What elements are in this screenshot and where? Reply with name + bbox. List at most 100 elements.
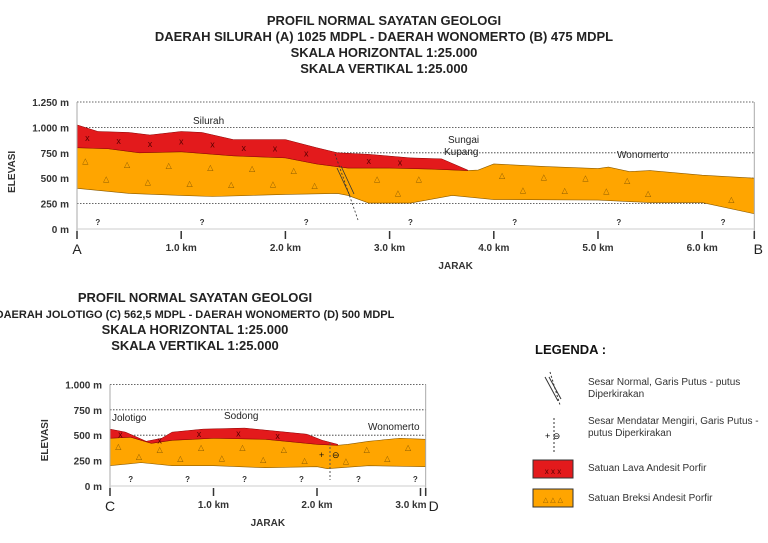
y-tick-label: 500 m [41, 174, 69, 185]
section-title-line: SKALA VERTIKAL 1:25.000 [111, 338, 279, 353]
lava-x-symbol: x [157, 435, 162, 445]
section-title-line: SKALA HORIZONTAL 1:25.000 [291, 45, 478, 60]
unknown-marker: ? [128, 475, 133, 484]
y-tick-label: 1.250 m [32, 98, 69, 109]
breccia-triangle-symbol: △ [207, 163, 214, 172]
y-tick-label: 0 m [52, 225, 69, 236]
breccia-triangle-symbol: △ [249, 164, 256, 173]
section-title-line: DAERAH SILURAH (A) 1025 MDPL - DAERAH WO… [155, 29, 613, 44]
lava-x-symbol: x [275, 431, 280, 441]
breccia-swatch [532, 488, 574, 508]
x-tick-label: 1.0 km [198, 500, 229, 511]
lava-x-symbol: x [179, 137, 184, 147]
lava-x-symbol: x [85, 133, 90, 143]
breccia-triangle-symbol: △ [728, 195, 735, 204]
breccia-triangle-symbol: △ [520, 185, 527, 194]
section-title-line: DAERAH JOLOTIGO (C) 562,5 MDPL - DAERAH … [0, 309, 395, 321]
breccia-triangle-symbol: △ [198, 443, 205, 452]
breccia-triangle-symbol: △ [603, 187, 610, 196]
legend-item-label: Diperkirakan [588, 389, 644, 400]
x-tick-label: 5.0 km [582, 243, 613, 254]
x-tick-label: 3.0 km [395, 500, 426, 511]
breccia-triangle-symbol: △ [136, 452, 143, 461]
legend-item-label: Sesar Mendatar Mengiri, Garis Putus - [588, 416, 759, 427]
breccia-triangle-symbol: △ [228, 180, 235, 189]
y-tick-label: 250 m [41, 200, 69, 211]
x-tick-label: 2.0 km [270, 243, 301, 254]
minus-symbol: ⊖ [332, 450, 340, 460]
breccia-triangle-symbol: △ [562, 186, 569, 195]
x-tick-label: 4.0 km [478, 243, 509, 254]
breccia-triangle-symbol: △ [374, 175, 381, 184]
unknown-marker: ? [512, 218, 517, 227]
plus-symbol: + [319, 450, 324, 460]
y-tick-label: 750 m [41, 149, 69, 160]
lava-swatch [532, 459, 574, 479]
breccia-triangle-symbol: △ [582, 174, 589, 183]
legend-item-label: Satuan Breksi Andesit Porfir [588, 493, 713, 504]
lava-x-symbol: x [197, 429, 202, 439]
breccia-triangle-symbol: △ [416, 175, 423, 184]
breccia-triangle-symbol: △ [343, 457, 350, 466]
place-label: Wonomerto [617, 150, 669, 161]
unknown-marker: ? [304, 218, 309, 227]
lava-x-symbol: x [241, 143, 246, 153]
normal-fault-line [336, 167, 351, 197]
section-start-label: A [72, 241, 82, 257]
breccia-triangle-symbol: △ [291, 166, 298, 175]
legend-item-label: putus Diperkirakan [588, 428, 671, 439]
section-end-label: D [429, 498, 439, 514]
breccia-triangle-symbol: △ [260, 455, 267, 464]
lava-x-symbol: x [210, 140, 215, 150]
breccia-swatch-symbols: △ △ △ [543, 497, 564, 504]
place-label: Jolotigo [112, 413, 147, 424]
breccia-triangle-symbol: △ [115, 442, 122, 451]
breccia-triangle-symbol: △ [239, 443, 246, 452]
section-title-line: PROFIL NORMAL SAYATAN GEOLOGI [267, 13, 501, 28]
lava-x-symbol: x [236, 428, 241, 438]
unknown-marker: ? [408, 218, 413, 227]
breccia-triangle-symbol: △ [645, 189, 652, 198]
section-title-line: SKALA VERTIKAL 1:25.000 [300, 61, 468, 76]
unknown-marker: ? [616, 218, 621, 227]
section-start-label: C [105, 498, 115, 514]
breccia-triangle-symbol: △ [364, 445, 371, 454]
breccia-triangle-symbol: △ [177, 454, 184, 463]
breccia-triangle-symbol: △ [124, 160, 131, 169]
y-tick-label: 0 m [85, 482, 102, 493]
x-tick-label: 3.0 km [374, 243, 405, 254]
unknown-marker: ? [242, 475, 247, 484]
unknown-marker: ? [356, 475, 361, 484]
breccia-triangle-symbol: △ [302, 456, 309, 465]
breccia-triangle-symbol: △ [103, 174, 110, 183]
lava-unit [109, 427, 338, 446]
y-tick-label: 500 m [74, 431, 102, 442]
lava-swatch-symbols: x x x [545, 467, 561, 476]
place-label: Sungai [448, 135, 479, 146]
x-axis-title: JARAK [438, 261, 473, 272]
lava-x-symbol: x [118, 429, 123, 439]
breccia-triangle-symbol: △ [311, 181, 318, 190]
section-title-line: PROFIL NORMAL SAYATAN GEOLOGI [78, 290, 312, 305]
unknown-marker: ? [185, 475, 190, 484]
x-tick-label: 6.0 km [687, 243, 718, 254]
breccia-triangle-symbol: △ [157, 445, 164, 454]
unknown-marker: ? [200, 218, 205, 227]
unknown-marker: ? [299, 475, 304, 484]
lava-x-symbol: x [148, 139, 153, 149]
breccia-triangle-symbol: △ [219, 454, 226, 463]
y-tick-label: 1.000 m [32, 123, 69, 134]
place-label: Kupang [444, 147, 478, 158]
breccia-triangle-symbol: △ [624, 176, 631, 185]
normal-fault-line [340, 165, 355, 195]
y-tick-label: 1.000 m [65, 380, 102, 391]
breccia-triangle-symbol: △ [82, 156, 89, 165]
lava-x-symbol: x [304, 148, 309, 158]
x-tick-label: 2.0 km [301, 500, 332, 511]
normal-fault-icon [549, 371, 561, 406]
unknown-marker: ? [413, 475, 418, 484]
breccia-triangle-symbol: △ [166, 161, 173, 170]
section-title-line: SKALA HORIZONTAL 1:25.000 [102, 322, 289, 337]
x-axis-title: JARAK [251, 518, 286, 529]
